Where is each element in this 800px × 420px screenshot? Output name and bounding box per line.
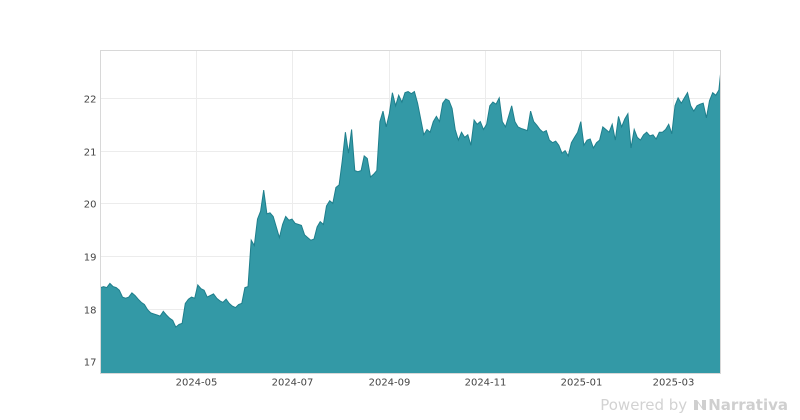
y-tick-label: 17 (84, 358, 97, 369)
y-axis-ticks: 17 18 19 20 21 22 (84, 95, 97, 369)
plot-frame (100, 50, 721, 374)
narrativa-logo-icon (694, 400, 707, 410)
x-tick-label: 2024-05 (176, 378, 218, 389)
powered-by-watermark: Powered by Narrativa (600, 396, 788, 414)
price-area (100, 74, 721, 374)
narrativa-brand: Narrativa (693, 396, 788, 414)
x-axis-ticks: 2024-05 2024-07 2024-09 2024-11 2025-01 2025-… (176, 378, 695, 389)
y-tick-label: 18 (84, 306, 97, 317)
y-tick-label: 22 (84, 95, 97, 106)
x-tick-label: 2025-03 (653, 378, 695, 389)
x-tick-label: 2025-01 (561, 378, 603, 389)
y-tick-label: 21 (84, 148, 97, 159)
x-tick-label: 2024-07 (272, 378, 314, 389)
brand-name: Narrativa (708, 396, 788, 414)
powered-by-label: Powered by (600, 396, 688, 414)
x-tick-label: 2024-11 (465, 378, 507, 389)
y-tick-label: 20 (84, 200, 97, 211)
price-line (100, 74, 721, 328)
y-tick-label: 19 (84, 253, 97, 264)
x-tick-label: 2024-09 (369, 378, 411, 389)
